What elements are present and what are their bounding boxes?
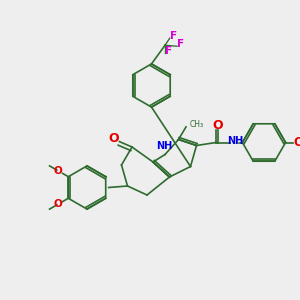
Text: F: F: [177, 39, 184, 49]
Text: O: O: [109, 132, 119, 145]
Text: O: O: [53, 166, 62, 176]
Text: NH: NH: [156, 141, 172, 151]
Text: NH: NH: [227, 136, 243, 146]
Text: O: O: [53, 199, 62, 209]
Text: O: O: [212, 119, 223, 132]
Text: F: F: [165, 46, 172, 56]
Text: CH₃: CH₃: [190, 120, 204, 129]
Text: F: F: [170, 31, 177, 41]
Text: O: O: [293, 136, 300, 149]
